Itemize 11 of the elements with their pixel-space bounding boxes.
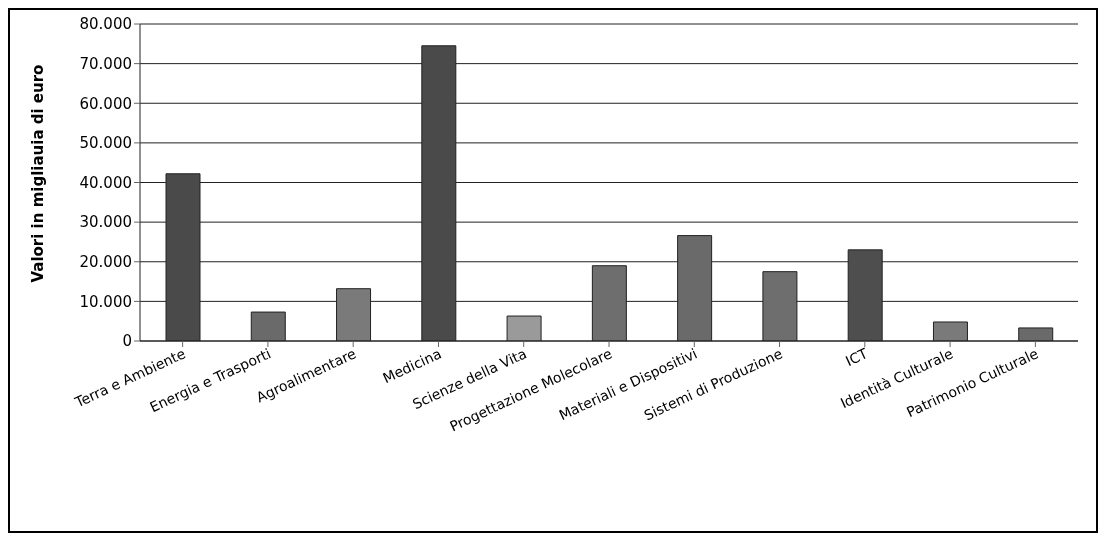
y-tick-label: 10.000 bbox=[79, 292, 132, 311]
y-tick-label: 50.000 bbox=[79, 134, 132, 153]
y-tick-label: 80.000 bbox=[79, 15, 132, 34]
y-tick-label: 60.000 bbox=[79, 94, 132, 113]
y-tick-label: 0 bbox=[122, 332, 132, 351]
x-tick-label: ICT bbox=[842, 345, 871, 370]
y-axis-title: Valori in migliauia di euro bbox=[29, 64, 48, 283]
y-tick-label: 40.000 bbox=[79, 173, 132, 192]
y-tick-label: 70.000 bbox=[79, 54, 132, 73]
y-tick-label: 20.000 bbox=[79, 253, 132, 272]
y-tick-label: 30.000 bbox=[79, 213, 132, 232]
